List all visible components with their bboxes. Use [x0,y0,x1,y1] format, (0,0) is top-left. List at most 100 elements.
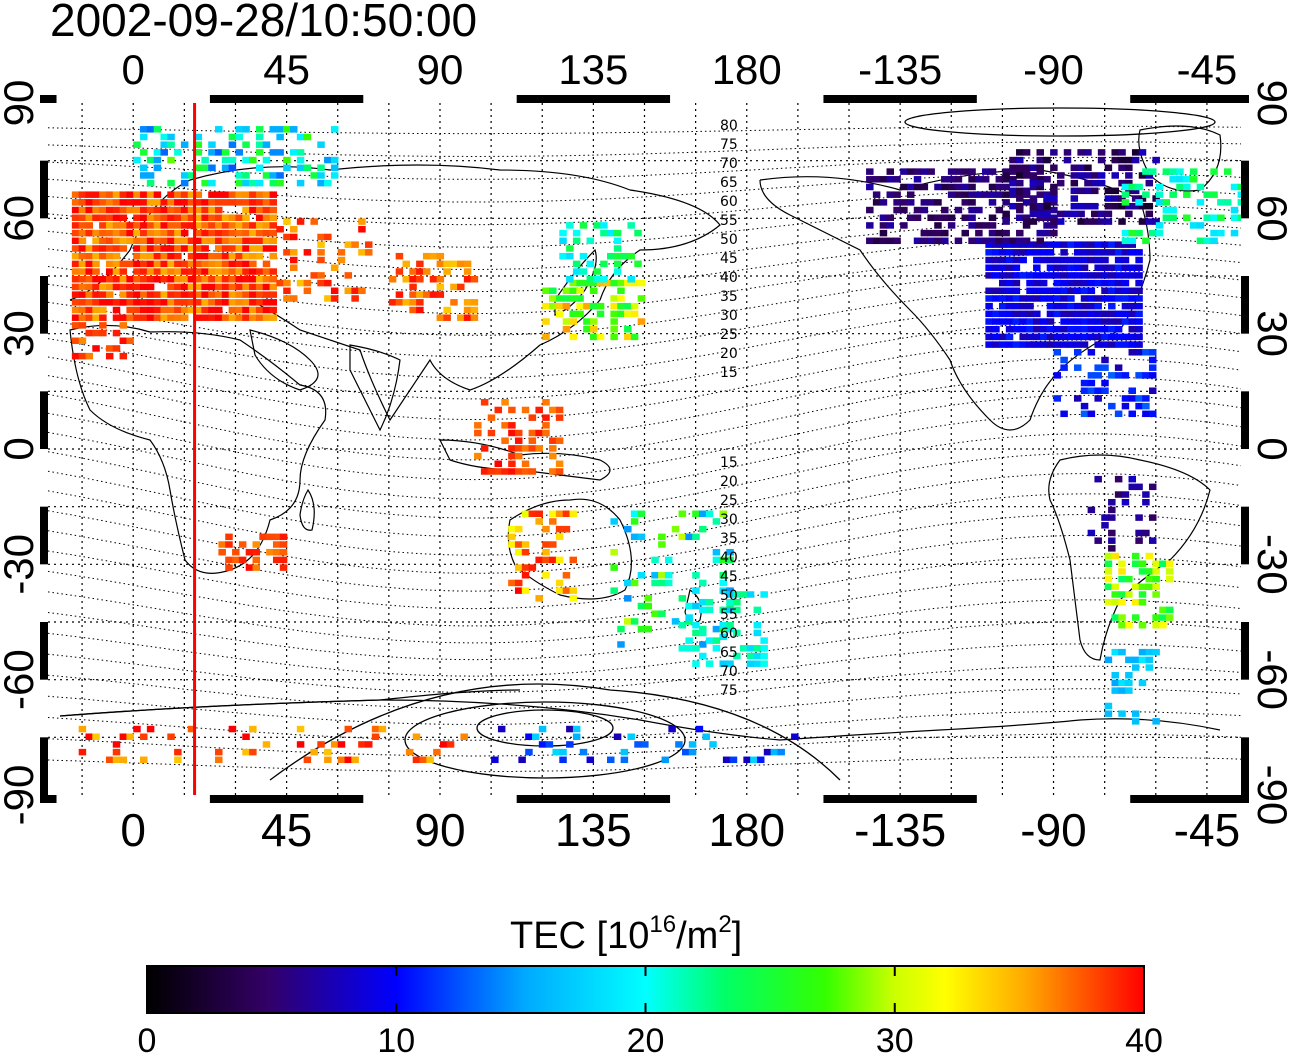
tec-cell [160,245,168,252]
tec-cell [208,314,216,321]
tec-cell [395,299,404,306]
tec-cell [208,260,216,268]
tec-cell [194,283,203,291]
tec-cell [1050,229,1058,237]
tec-cell [1131,156,1140,164]
tec-cell [92,214,100,221]
tec-cell [429,252,438,260]
tec-cell [187,725,196,733]
tec-cell [194,299,203,306]
tec-cell [174,206,182,214]
tec-cell [627,276,635,283]
tec-cell [617,295,625,302]
tec-cell [153,199,162,206]
tec-cell [998,310,1007,318]
tec-cell [1135,229,1143,237]
tec-cell [1131,718,1140,725]
tec-cell [1053,372,1062,379]
tec-cell [187,306,196,314]
tec-cell [535,518,543,525]
tec-cell [985,295,993,302]
tec-cell [988,191,997,198]
tec-cell [1016,149,1024,156]
tec-cell [85,314,93,321]
tec-cell [589,287,598,295]
tec-cell [228,299,237,306]
tec-cell [947,183,956,191]
tec-cell [99,322,107,329]
tec-cell [283,126,291,133]
tec-cell [296,164,305,172]
tec-cell [140,191,148,198]
tec-cell [194,252,203,260]
tec-cell [998,341,1007,348]
tec-cell [112,276,121,283]
tec-cell [133,222,141,229]
tec-cell [985,241,993,248]
tec-cell [283,249,291,256]
tec-cell [180,206,189,214]
tec-cell [692,510,700,518]
tec-cell [255,306,264,314]
tec-cell [1114,279,1123,287]
tec-cell [283,156,291,164]
tec-cell [426,756,434,764]
tec-cell [514,429,523,437]
tec-cell [607,229,615,237]
tec-cell [1009,179,1017,187]
tec-cell [228,222,237,229]
tec-cell [215,314,223,321]
tec-cell [699,510,707,518]
tec-cell [249,252,257,260]
tec-cell [1002,176,1010,183]
tec-cell [572,260,581,268]
tec-cell [187,172,196,179]
tec-cell [133,276,141,283]
tec-cell [235,172,243,179]
tec-cell [1217,214,1225,221]
tec-cell [1073,256,1082,264]
tec-cell [1114,272,1123,279]
tec-cell [1101,325,1109,333]
tec-cell [174,222,182,229]
contour-label: 40 [720,550,738,566]
tec-cell [140,229,148,237]
tec-cell [242,191,250,198]
tec-cell [1148,483,1157,491]
tec-cell [1111,671,1119,679]
tec-cell [1142,402,1150,410]
tec-cell [269,245,278,252]
tec-cell [187,291,196,298]
tec-cell [1183,183,1191,191]
tec-cell [330,126,339,133]
tec-cell [262,306,271,314]
tec-cell [1060,302,1068,310]
tec-cell [1166,575,1174,583]
tec-cell [1070,202,1079,210]
tec-cell [719,606,727,614]
tec-cell [617,279,625,287]
tec-cell [1128,295,1137,302]
tec-cell [235,214,243,221]
tec-cell [1125,210,1133,218]
tec-cell [685,614,693,621]
tec-cell [201,299,209,306]
tec-cell [988,222,997,229]
tec-cell [641,741,649,748]
tec-cell [985,318,993,325]
south-america-coast [1048,454,1211,661]
tec-cell [1152,568,1160,575]
tec-cell [160,268,168,275]
tec-cell [242,299,250,306]
tec-cell [255,149,264,156]
tec-cell [187,191,196,198]
tec-cell [712,518,721,525]
tec-cell [893,199,901,206]
tec-cell [1128,302,1137,310]
tec-cell [1039,325,1048,333]
tec-cell [1135,341,1143,348]
tec-cell [1053,295,1062,302]
tec-cell [1111,583,1119,591]
tec-cell [249,222,257,229]
tec-cell [1046,295,1055,302]
